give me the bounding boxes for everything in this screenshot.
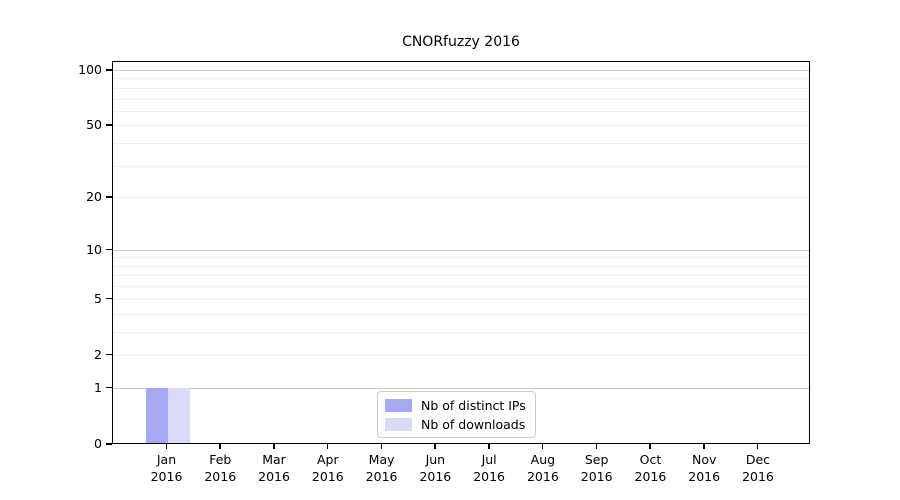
y-gridline-major bbox=[113, 70, 809, 71]
x-tick-label: Apr 2016 bbox=[311, 452, 344, 484]
legend-swatch bbox=[385, 398, 412, 412]
chart-title: CNORfuzzy 2016 bbox=[402, 34, 520, 50]
plot-area bbox=[112, 61, 810, 444]
y-tick-label: 5 bbox=[94, 290, 102, 306]
y-gridline-major bbox=[113, 387, 809, 389]
y-tick-mark bbox=[106, 297, 112, 300]
bar-distinct-ips bbox=[145, 387, 168, 443]
x-tick-mark bbox=[434, 444, 436, 449]
x-tick-label: Oct 2016 bbox=[634, 452, 667, 484]
y-gridline-minor bbox=[113, 275, 809, 277]
x-tick-label: Jun 2016 bbox=[419, 452, 452, 484]
y-gridline-minor bbox=[113, 354, 809, 356]
y-tick-mark bbox=[106, 248, 112, 251]
y-gridline-minor bbox=[113, 298, 809, 300]
bar-downloads bbox=[167, 387, 190, 443]
x-tick-label: Dec 2016 bbox=[742, 452, 774, 484]
y-gridline-minor bbox=[113, 257, 809, 259]
x-tick-label: Mar 2016 bbox=[258, 452, 290, 484]
y-gridline-minor bbox=[113, 143, 809, 145]
y-gridline-minor bbox=[113, 265, 809, 267]
y-tick-mark bbox=[106, 386, 112, 389]
y-gridline-minor bbox=[113, 331, 809, 333]
x-tick-mark bbox=[541, 444, 544, 449]
y-tick-label: 0 bbox=[94, 436, 102, 451]
y-gridline-minor bbox=[113, 313, 809, 315]
y-gridline-minor bbox=[113, 125, 809, 127]
legend-swatch bbox=[385, 417, 412, 431]
x-tick-mark bbox=[165, 444, 167, 449]
x-tick-mark bbox=[595, 444, 598, 449]
y-gridline-minor bbox=[113, 98, 809, 100]
legend-label: Nb of downloads bbox=[421, 416, 526, 432]
y-tick-label: 20 bbox=[86, 189, 102, 205]
x-tick-mark bbox=[380, 444, 383, 449]
y-tick-label: 10 bbox=[86, 241, 102, 257]
y-tick-mark bbox=[106, 353, 112, 356]
x-tick-label: Sep 2016 bbox=[580, 452, 613, 484]
x-tick-mark bbox=[326, 444, 329, 449]
y-gridline-minor bbox=[113, 165, 809, 167]
legend-entry: Nb of distinct IPs bbox=[385, 397, 526, 413]
legend-entry: Nb of downloads bbox=[385, 416, 526, 432]
x-tick-mark bbox=[219, 444, 221, 449]
y-tick-label: 50 bbox=[86, 117, 102, 133]
x-tick-label: Feb 2016 bbox=[204, 452, 237, 484]
legend-label: Nb of distinct IPs bbox=[421, 397, 526, 413]
x-tick-label: May 2016 bbox=[365, 452, 398, 484]
x-tick-label: Jan 2016 bbox=[150, 452, 183, 484]
y-gridline-minor bbox=[113, 286, 809, 288]
y-tick-mark bbox=[106, 69, 112, 71]
x-tick-mark bbox=[649, 444, 651, 449]
legend: Nb of distinct IPs Nb of downloads bbox=[377, 391, 536, 438]
x-tick-mark bbox=[703, 444, 705, 449]
x-tick-label: Jul 2016 bbox=[473, 452, 506, 484]
y-tick-mark bbox=[106, 124, 112, 126]
y-gridline-minor bbox=[113, 110, 809, 112]
y-tick-mark bbox=[106, 196, 112, 198]
x-tick-label: Aug 2016 bbox=[526, 452, 559, 484]
y-tick-mark bbox=[106, 443, 112, 445]
x-tick-mark bbox=[273, 444, 275, 449]
x-tick-label: Nov 2016 bbox=[688, 452, 721, 484]
y-gridline-minor bbox=[113, 78, 809, 80]
y-gridline-major bbox=[113, 249, 809, 251]
y-tick-label: 1 bbox=[94, 379, 102, 395]
y-tick-label: 2 bbox=[94, 346, 102, 362]
x-tick-mark bbox=[488, 444, 490, 449]
y-tick-label: 100 bbox=[78, 62, 102, 77]
x-tick-mark bbox=[756, 444, 759, 449]
y-gridline-minor bbox=[113, 87, 809, 89]
y-gridline-minor bbox=[113, 197, 809, 199]
